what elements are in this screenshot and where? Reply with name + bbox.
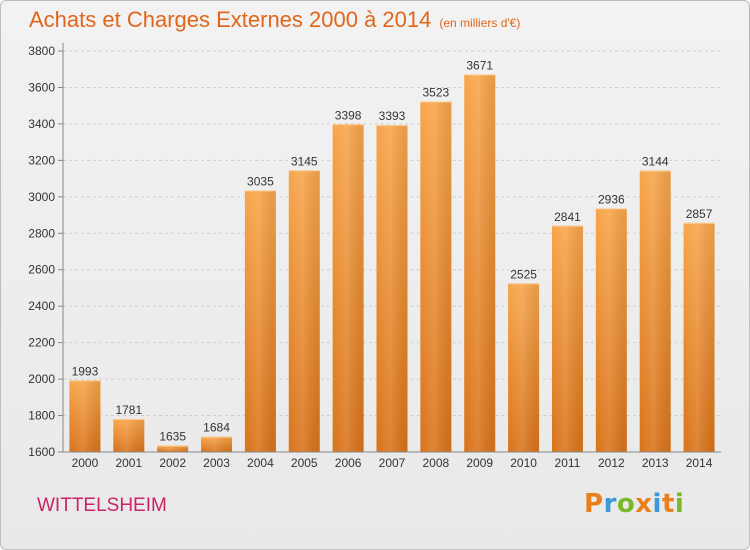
data-label: 3144 (642, 155, 669, 169)
bar-shine (201, 436, 233, 452)
data-label: 3393 (379, 109, 406, 123)
data-labels: 1993 1781 1635 1684 3035 3145 3398 3393 3523 3671… (72, 59, 713, 444)
data-label: 2841 (554, 210, 581, 224)
x-tick-label: 2012 (598, 456, 625, 470)
bar-shine (508, 283, 540, 452)
x-tick-label: 2006 (335, 456, 362, 470)
y-tick-label: 2200 (28, 336, 55, 350)
y-axis-ticks: 1600 1800 2000 2200 2400 2600 2800 3000 3200 3400… (28, 44, 63, 459)
y-tick-label: 2800 (28, 226, 55, 240)
x-tick-label: 2011 (555, 456, 581, 470)
logo-letter: i (674, 489, 685, 519)
x-axis-ticks: 2000 2001 2002 2003 2004 2005 2006 2007 2008 2009… (72, 456, 713, 470)
x-tick-label: 2002 (159, 456, 186, 470)
town-name: WITTELSHEIM (37, 495, 167, 516)
bar-shine (551, 225, 583, 452)
x-tick-label: 2000 (72, 456, 99, 470)
logo-letter: r (603, 489, 617, 519)
logo-letter: x (635, 489, 653, 519)
bar-shine (332, 124, 364, 453)
x-tick-label: 2014 (686, 456, 713, 470)
data-label: 2525 (510, 267, 537, 281)
bar-shine (69, 380, 101, 452)
y-tick-label: 1800 (28, 409, 55, 423)
data-label: 1993 (72, 364, 99, 378)
x-tick-label: 2010 (510, 456, 537, 470)
x-tick-label: 2009 (466, 456, 493, 470)
bar-shine (420, 101, 452, 452)
data-label: 3145 (291, 154, 318, 168)
y-tick-label: 2600 (28, 263, 55, 277)
y-tick-label: 3000 (28, 190, 55, 204)
chart-title-text: Achats et Charges Externes 2000 à 2014 (29, 7, 432, 32)
bar-shine (113, 419, 145, 452)
data-label: 3671 (466, 59, 493, 73)
y-tick-label: 3200 (28, 153, 55, 167)
bar-shine (288, 170, 320, 452)
logo-letter: P (584, 489, 604, 519)
x-tick-label: 2005 (291, 456, 318, 470)
bar-shine (683, 222, 715, 452)
y-tick-label: 3400 (28, 117, 55, 131)
x-tick-label: 2004 (247, 456, 274, 470)
y-tick-label: 2400 (28, 299, 55, 313)
y-tick-label: 1600 (28, 445, 55, 459)
x-tick-label: 2001 (115, 456, 142, 470)
bar-shine (157, 445, 189, 452)
y-tick-label: 3800 (28, 44, 55, 58)
x-tick-label: 2007 (379, 456, 406, 470)
y-tick-label: 3600 (28, 80, 55, 94)
x-tick-label: 2008 (423, 456, 450, 470)
data-label: 1684 (203, 421, 230, 435)
bars (69, 74, 715, 453)
bar-shine (595, 208, 627, 452)
x-tick-label: 2013 (642, 456, 669, 470)
data-label: 2936 (598, 192, 625, 206)
data-label: 3523 (423, 85, 450, 99)
bar-shine (464, 74, 496, 452)
bar-shine (639, 170, 671, 452)
data-label: 3398 (335, 108, 362, 122)
logo-letter: o (616, 489, 636, 519)
bar-shine (244, 190, 276, 452)
data-label: 2857 (686, 207, 713, 221)
logo-letter: t (661, 489, 675, 519)
x-tick-label: 2003 (203, 456, 230, 470)
logo-letter: i (652, 489, 662, 519)
chart-subtitle: (en milliers d'€) (439, 16, 521, 30)
axes (62, 43, 721, 453)
chart-title: Achats et Charges Externes 2000 à 2014 (e… (29, 7, 520, 33)
y-tick-label: 2000 (28, 372, 55, 386)
data-label: 1635 (159, 430, 186, 444)
data-label: 1781 (115, 403, 142, 417)
proxiti-logo: Proxiti (584, 489, 684, 519)
data-label: 3035 (247, 174, 274, 188)
bar-shine (376, 125, 408, 452)
